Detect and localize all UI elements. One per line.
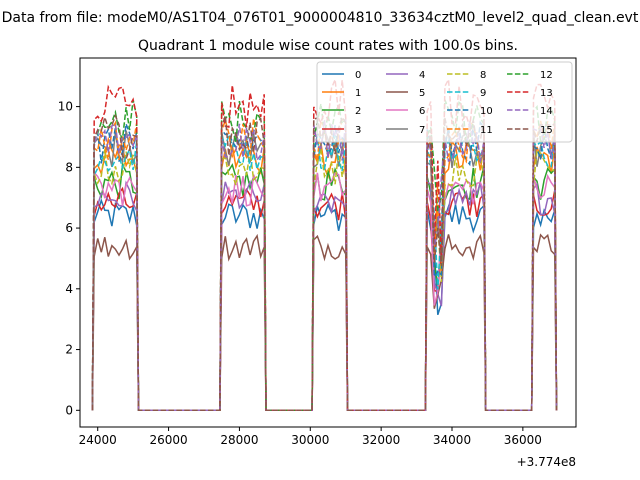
y-tick-0: 0 <box>65 403 80 417</box>
x-tick-label: 30000 <box>291 433 329 447</box>
legend-item-12: 12 <box>507 70 553 81</box>
x-axis-ticks: 24000 26000 28000 30000 32000 34000 36000 <box>79 427 542 447</box>
legend-label: 14 <box>540 106 553 117</box>
legend-label: 3 <box>355 125 361 136</box>
series-line-7 <box>91 127 558 412</box>
x-tick-24000: 24000 <box>79 427 117 447</box>
y-tick-label: 2 <box>65 343 73 357</box>
legend-label: 1 <box>355 88 361 99</box>
x-tick-30000: 30000 <box>291 427 329 447</box>
y-axis-ticks: 0 2 4 6 8 10 <box>58 100 80 417</box>
x-tick-34000: 34000 <box>433 427 471 447</box>
legend-item-3: 3 <box>322 125 361 136</box>
legend-label: 9 <box>480 88 486 99</box>
legend-item-0: 0 <box>322 70 361 81</box>
y-tick-8: 8 <box>65 160 80 174</box>
x-tick-label: 34000 <box>433 433 471 447</box>
plot-frame <box>79 57 577 428</box>
figure-suptitle: Data from file: modeM0/AS1T04_076T01_900… <box>2 10 639 26</box>
y-tick-label: 0 <box>65 403 73 417</box>
series-line-8 <box>91 148 558 412</box>
y-tick-label: 4 <box>65 282 73 296</box>
legend-item-2: 2 <box>322 106 361 117</box>
legend-label: 0 <box>355 70 361 81</box>
legend-label: 15 <box>540 125 553 136</box>
legend-label: 11 <box>480 125 493 136</box>
legend-item-14: 14 <box>507 106 553 117</box>
legend-item-4: 4 <box>386 70 425 81</box>
legend-label: 10 <box>480 106 493 117</box>
series-line-5 <box>91 233 558 412</box>
y-tick-label: 10 <box>58 100 73 114</box>
y-tick-label: 6 <box>65 221 73 235</box>
x-tick-label: 26000 <box>149 433 187 447</box>
x-tick-26000: 26000 <box>149 427 188 447</box>
legend-item-1: 1 <box>322 88 361 99</box>
legend-label: 12 <box>540 70 553 81</box>
y-tick-10: 10 <box>58 100 80 114</box>
legend-label: 4 <box>419 70 425 81</box>
series-line-2 <box>91 161 558 412</box>
y-tick-2: 2 <box>65 343 80 357</box>
x-tick-28000: 28000 <box>220 427 259 447</box>
chart-title: Quadrant 1 module wise count rates with … <box>138 38 518 54</box>
y-tick-6: 6 <box>65 221 80 235</box>
x-tick-label: 28000 <box>220 433 258 447</box>
legend-label: 8 <box>480 70 486 81</box>
legend-item-9: 9 <box>447 88 486 99</box>
x-tick-label: 24000 <box>79 433 117 447</box>
series-line-6 <box>91 170 558 412</box>
x-tick-32000: 32000 <box>362 427 400 447</box>
x-offset-label: +3.774e8 <box>517 455 576 469</box>
legend-label: 7 <box>419 125 425 136</box>
series-line-4 <box>91 180 558 412</box>
legend-item-13: 13 <box>507 88 553 99</box>
series-line-15 <box>91 113 558 412</box>
series-line-3 <box>91 186 558 412</box>
legend-item-8: 8 <box>447 70 486 81</box>
legend-item-10: 10 <box>447 106 493 117</box>
legend-item-6: 6 <box>386 106 425 117</box>
y-tick-label: 8 <box>65 160 73 174</box>
series-line-1 <box>91 136 558 412</box>
series-line-12 <box>91 99 558 412</box>
x-tick-36000: 36000 <box>504 427 542 447</box>
legend-item-11: 11 <box>447 125 493 136</box>
legend-label: 6 <box>419 106 425 117</box>
legend-item-7: 7 <box>386 125 425 136</box>
y-tick-4: 4 <box>65 282 80 296</box>
legend-item-5: 5 <box>386 88 425 99</box>
x-tick-label: 36000 <box>504 433 542 447</box>
series-line-0 <box>91 198 558 412</box>
series-line-10 <box>91 120 558 412</box>
legend-frame <box>316 61 573 143</box>
legend-label: 5 <box>419 88 425 99</box>
legend-label: 13 <box>540 88 553 99</box>
legend-item-15: 15 <box>507 125 553 136</box>
x-tick-label: 32000 <box>362 433 400 447</box>
legend-label: 2 <box>355 106 361 117</box>
